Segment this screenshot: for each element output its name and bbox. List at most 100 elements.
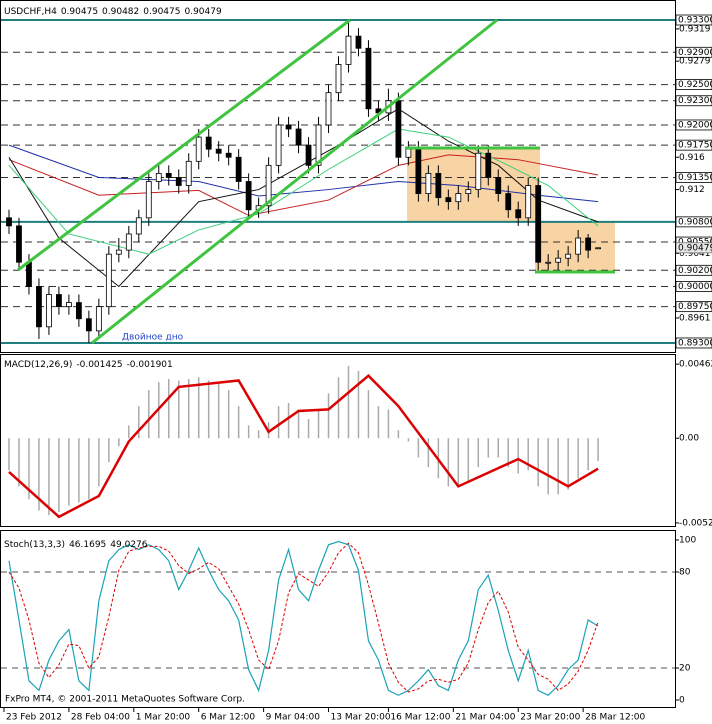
pane-frame [0,0,676,353]
x-tick-label: 1 Mar 20:00 [136,713,191,723]
candle-body [575,237,582,255]
price-level-label: 0.89300 [678,338,712,348]
candle-body [395,100,402,158]
price-level-label: 0.91750 [678,141,712,151]
candle-body [235,156,242,182]
candle-body [595,247,602,250]
plot [1,19,675,696]
x-tick-label: 28 Feb 04:00 [71,713,130,723]
y-tick-label: 0.916 [679,153,705,163]
candle-body [265,164,272,207]
candle-body [365,47,372,110]
price-level-label: 0.92900 [678,48,712,58]
x-tick-label: 23 Mar 20:00 [520,713,580,723]
y-tick-label: 80 [679,567,691,577]
ohlc-high: 0.90482 [102,7,139,17]
channel-line [91,18,498,345]
pane-header: USDCHF,H4 0.90475 0.90482 0.90475 0.90479 [4,7,222,17]
candle-body [75,302,82,320]
moving-average [8,154,599,216]
price-level-label: 0.90000 [678,282,712,292]
candle-body [405,148,412,158]
price-level-label: 0.92500 [678,80,712,90]
candle-body [115,249,122,255]
candle-body [485,152,492,178]
channel-line [17,18,351,272]
candle-body [145,181,152,219]
stoch-main-value: 46.1695 [69,540,106,550]
candle-body [36,286,42,328]
candle-body [445,197,452,203]
candle-body [155,173,162,182]
candle-body [345,35,352,65]
price-level-label: 0.89750 [678,302,712,312]
candle-body [26,261,32,287]
pane-frame [0,354,676,527]
candle-body [56,294,62,308]
candle-body [465,189,472,195]
candle-body [285,124,292,130]
macd-main-value: -0.001425 [76,360,122,370]
y-tick-label: -0.00528 [679,518,712,528]
y-tick-label: 20 [679,664,691,674]
macd-signal-value: -0.001901 [127,360,173,370]
candle-body [585,237,592,251]
indicator-title: MACD(12,26,9) [4,360,72,370]
candle-body [525,185,532,219]
candle-body [185,160,192,186]
candle-body [215,148,222,154]
candle-body [315,124,322,166]
x-tick-label: 9 Mar 04:00 [266,713,321,723]
pane-header: Stoch(13,3,3) 46.1695 49.0276 [4,540,148,550]
x-tick-label: 6 Mar 12:00 [201,713,256,723]
candle-body [535,185,542,263]
stoch-signal [8,542,599,693]
candle-body [435,173,442,199]
candle-body [515,209,522,219]
candle-body [275,124,282,166]
candle-body [16,225,22,263]
candle-body [225,152,232,158]
candle-body [425,173,432,195]
candle-body [195,136,202,162]
x-tick-label: 21 Mar 04:00 [455,713,515,723]
candle-body [355,35,362,49]
candle-body [415,148,422,195]
candle-body [335,64,342,94]
y-tick-label: 100 [679,535,696,545]
indicator-title: Stoch(13,3,3) [4,540,65,550]
ohlc-close: 0.90479 [184,7,221,17]
candle-body [295,128,302,146]
price-level-label: 0.92300 [678,96,712,106]
candle-body [135,217,142,235]
candle-body [555,257,562,263]
candle-body [505,193,512,211]
candle-body [125,233,132,251]
ohlc-low: 0.90475 [143,7,180,17]
candle-body [205,136,212,150]
candle-body [95,306,102,332]
candle-body [65,302,72,308]
x-tick-label: 23 Feb 2012 [6,713,62,723]
footer: FxPro MT4, © 2001-2011 MetaQuotes Softwa… [5,695,245,705]
candle-body [46,294,52,328]
moving-average [8,144,599,203]
price-level-label: 0.92000 [678,120,712,130]
candle-body [455,193,462,203]
candle-body [165,173,172,178]
candle-body [305,144,312,166]
current-price-label: 0.90479 [678,243,712,253]
price-level-label: 0.93300 [678,16,712,26]
stoch-signal-value: 49.0276 [110,540,147,550]
stoch-main [8,540,599,696]
pane-frame [0,530,676,708]
candle-body [245,181,252,211]
candle-body [475,152,482,190]
candle-body [565,253,572,259]
candle-body [105,253,112,308]
y-tick-label: 0.00462 [679,360,712,370]
price-level-label: 0.91350 [678,173,712,183]
pane-frames [0,0,676,708]
